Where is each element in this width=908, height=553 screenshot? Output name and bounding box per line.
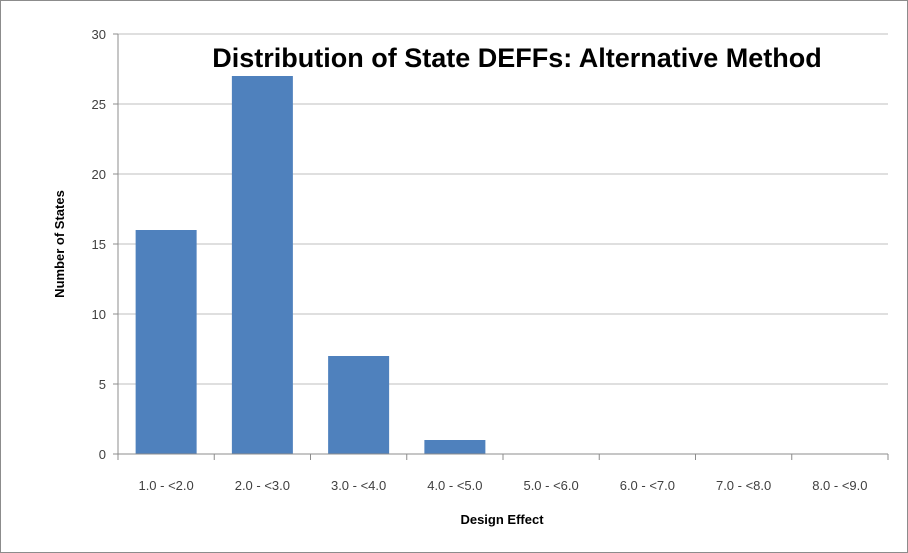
x-tick-label: 6.0 - <7.0 bbox=[620, 478, 675, 493]
y-tick-labels: 0 5 10 15 20 25 30 bbox=[92, 27, 118, 462]
y-axis-title: Number of States bbox=[52, 190, 67, 298]
x-tick-label: 1.0 - <2.0 bbox=[138, 478, 193, 493]
y-tick-label: 0 bbox=[99, 447, 106, 462]
x-tick-label: 3.0 - <4.0 bbox=[331, 478, 386, 493]
x-tick-label: 2.0 - <3.0 bbox=[235, 478, 290, 493]
bar bbox=[328, 356, 390, 454]
bars bbox=[135, 76, 486, 454]
x-tick-label: 5.0 - <6.0 bbox=[523, 478, 578, 493]
x-tick-labels: 1.0 - <2.0 2.0 - <3.0 3.0 - <4.0 4.0 - <5.0… bbox=[117, 454, 889, 493]
x-tick-label: 8.0 - <9.0 bbox=[812, 478, 867, 493]
y-tick-label: 25 bbox=[92, 97, 106, 112]
y-tick-label: 20 bbox=[92, 167, 106, 182]
x-tick-label: 4.0 - <5.0 bbox=[427, 478, 482, 493]
chart-title: Distribution of State DEFFs: Alternative… bbox=[212, 43, 822, 73]
bar bbox=[231, 76, 293, 454]
y-tick-label: 5 bbox=[99, 377, 106, 392]
y-tick-label: 15 bbox=[92, 237, 106, 252]
x-tick-label: 7.0 - <8.0 bbox=[716, 478, 771, 493]
bar bbox=[424, 440, 486, 454]
y-tick-label: 10 bbox=[92, 307, 106, 322]
bar bbox=[135, 230, 197, 454]
x-axis-title: Design Effect bbox=[460, 512, 544, 527]
y-tick-label: 30 bbox=[92, 27, 106, 42]
